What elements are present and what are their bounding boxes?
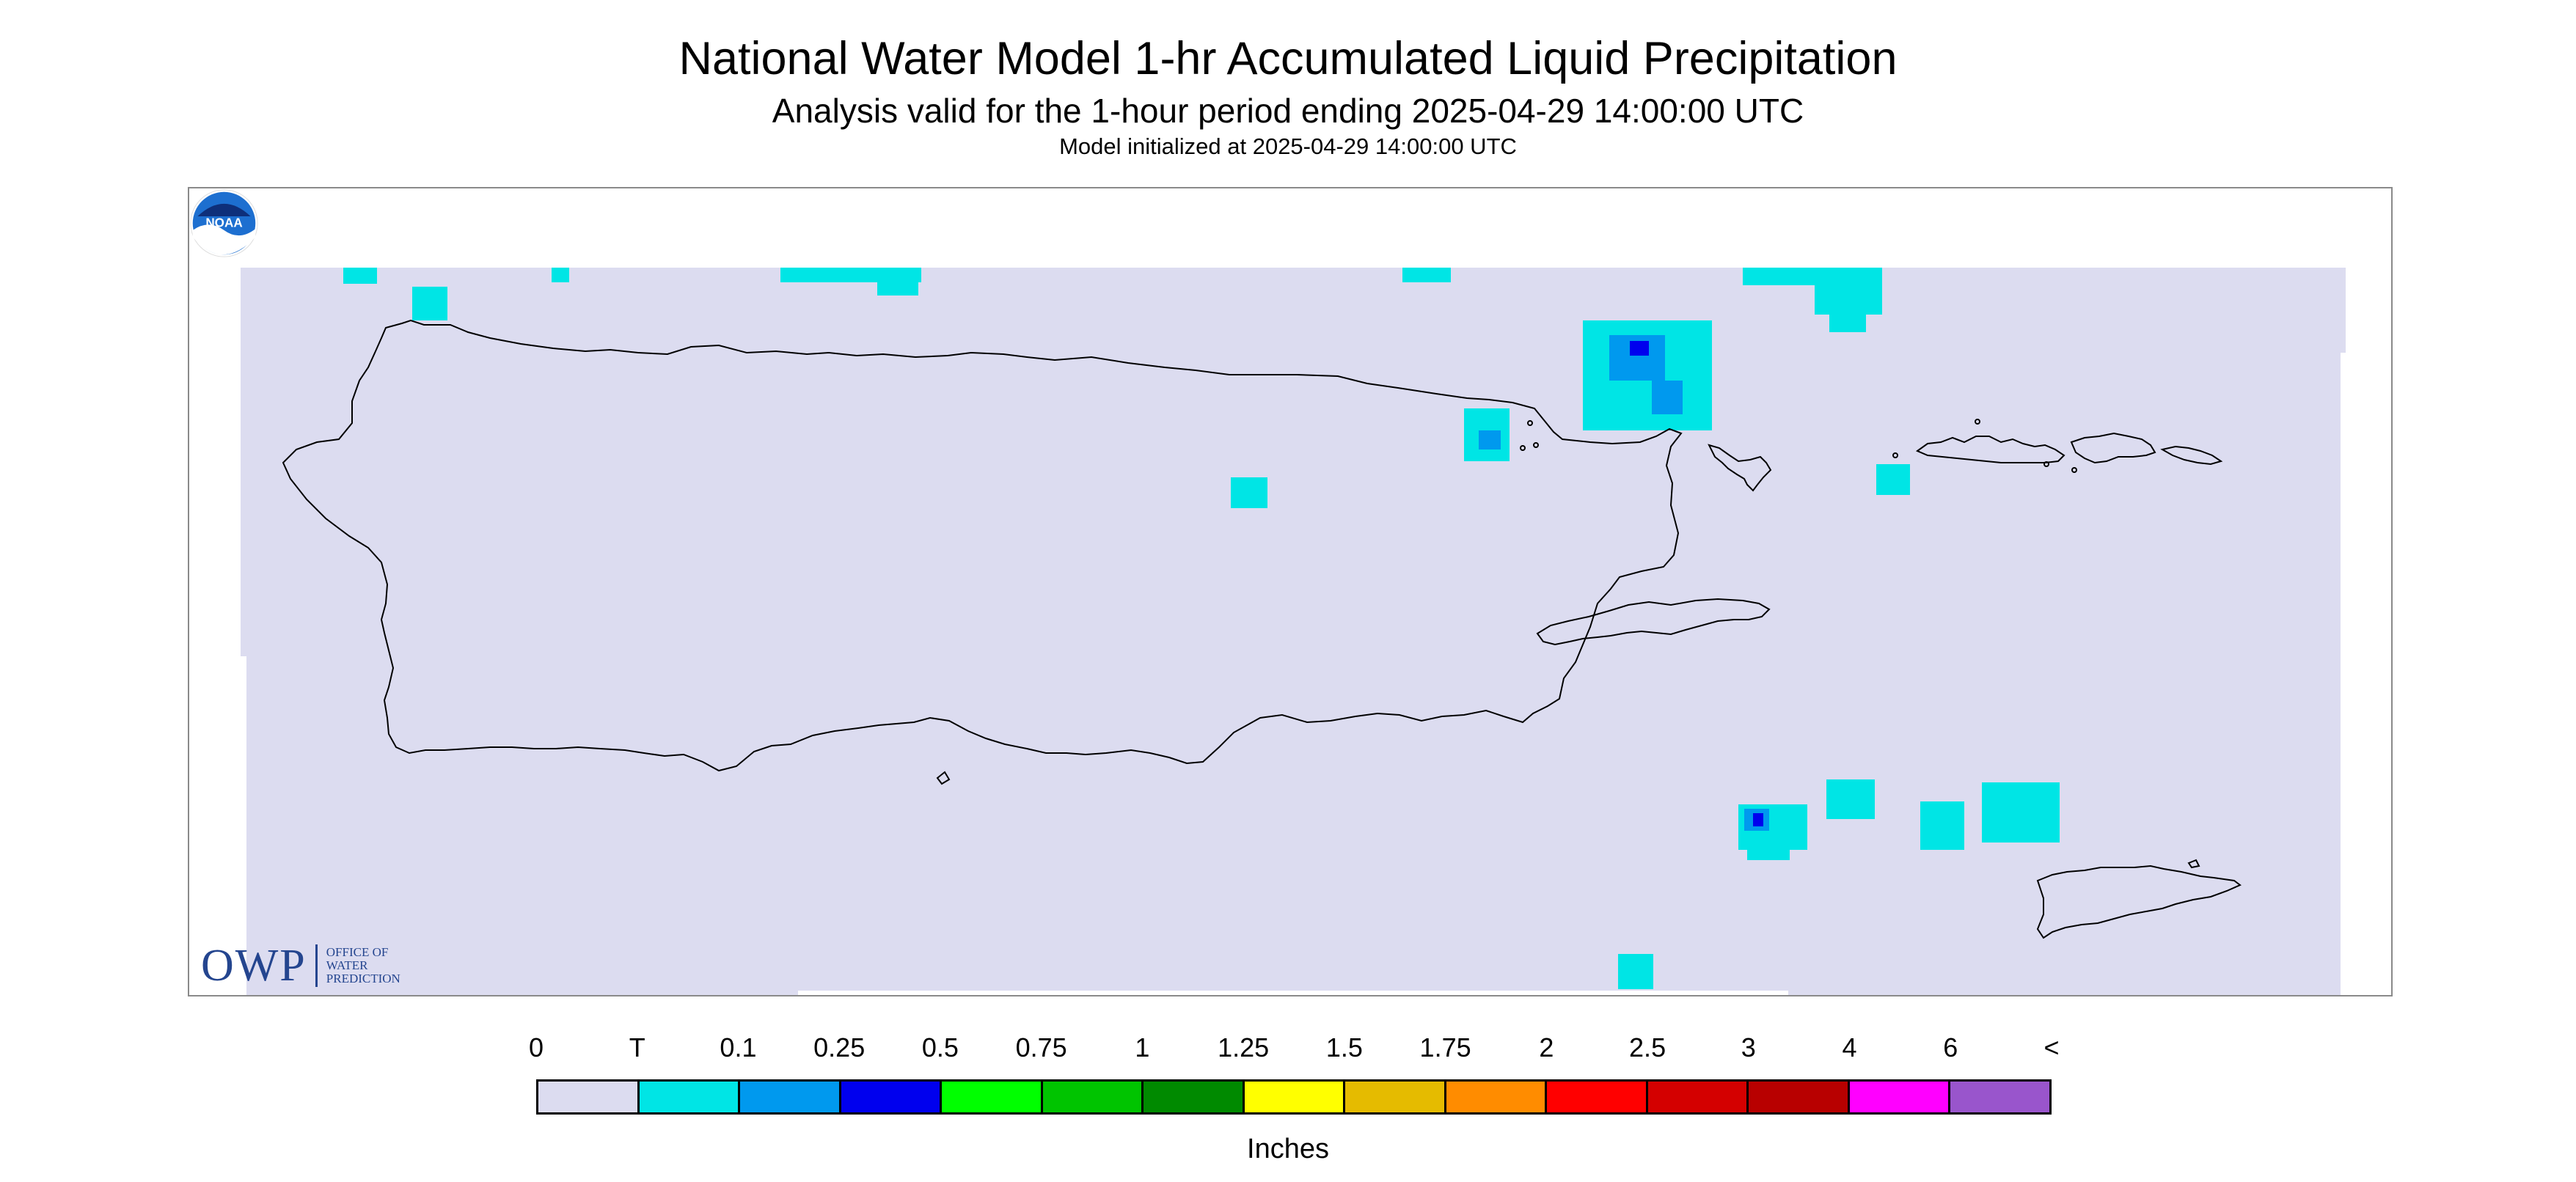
chart-subtitle: Analysis valid for the 1-hour period end… [772, 92, 1804, 130]
legend-color-cell [1446, 1082, 1548, 1112]
legend-tick-label: 0.25 [813, 1032, 866, 1062]
legend-color-cell [1749, 1082, 1850, 1112]
legend-color-cell [1345, 1082, 1446, 1112]
noaa-logo: NOAA [190, 189, 258, 257]
st-croix-islet [2187, 859, 2200, 869]
vieques-outline [1536, 598, 1771, 646]
puerto-rico-outline [282, 319, 1683, 772]
legend-color-cell [639, 1082, 741, 1112]
owp-logo-text: OWP [201, 940, 307, 991]
legend-tick-label: 0.1 [720, 1032, 757, 1062]
legend-units: Inches [1247, 1134, 1329, 1164]
legend-tick-label: 0.5 [921, 1032, 959, 1062]
culebra-outline [1708, 444, 1772, 492]
legend-labels: 0 T 0.1 0.25 0.5 0.75 1 1.25 1.5 1.75 2 2.5 3 4 6 < [0, 1032, 2576, 1069]
legend-color-cell [538, 1082, 640, 1112]
legend-tick-label: 0 [528, 1032, 544, 1062]
legend-tick-label: 2 [1539, 1032, 1554, 1062]
legend-tick-label: T [629, 1032, 645, 1062]
legend-tick-label: 3 [1741, 1032, 1756, 1062]
legend-color-cell [1950, 1082, 2049, 1112]
islet-outlines [936, 419, 2077, 785]
st-croix-outline [2036, 865, 2242, 939]
legend-tick-label: < [2043, 1032, 2060, 1062]
owp-sub-line: OFFICE OF [326, 945, 389, 959]
precipitation-map: NOAA [188, 187, 2393, 996]
legend-color-cell [1042, 1082, 1144, 1112]
owp-logo-divider [315, 944, 318, 987]
owp-sub-line: PREDICTION [326, 972, 400, 985]
legend-tick-label: 4 [1842, 1032, 1857, 1062]
owp-logo: OWP OFFICE OF WATER PREDICTION [201, 940, 400, 991]
bvi-outline [2160, 445, 2223, 466]
legend-tick-label: 1 [1135, 1032, 1150, 1062]
legend-color-cell [740, 1082, 841, 1112]
legend-color-cell [1144, 1082, 1245, 1112]
chart-title: National Water Model 1-hr Accumulated Li… [678, 33, 1898, 84]
precip-moderate-cells [1630, 341, 1763, 826]
legend-color-cell [1647, 1082, 1749, 1112]
legend-colorbar [536, 1079, 2052, 1115]
owp-logo-subtitle: OFFICE OF WATER PREDICTION [326, 946, 400, 985]
st-john-outline [2070, 432, 2156, 464]
model-domain [241, 268, 2346, 995]
legend-tick-label: 1.5 [1325, 1032, 1363, 1062]
legend-color-cell [1244, 1082, 1346, 1112]
legend-tick-label: 2.5 [1629, 1032, 1666, 1062]
legend-color-cell [1547, 1082, 1648, 1112]
legend-tick-label: 1.75 [1419, 1032, 1471, 1062]
svg-text:NOAA: NOAA [205, 216, 242, 230]
model-init-text: Model initialized at 2025-04-29 14:00:00… [1059, 133, 1517, 159]
legend-tick-label: 0.75 [1015, 1032, 1067, 1062]
owp-sub-line: WATER [326, 958, 368, 972]
legend-color-cell [1849, 1082, 1951, 1112]
st-thomas-outline [1915, 436, 2065, 463]
legend-color-cell [942, 1082, 1043, 1112]
legend-color-cell [841, 1082, 943, 1112]
legend-tick-label: 1.25 [1218, 1032, 1270, 1062]
legend-tick-label: 6 [1943, 1032, 1958, 1062]
